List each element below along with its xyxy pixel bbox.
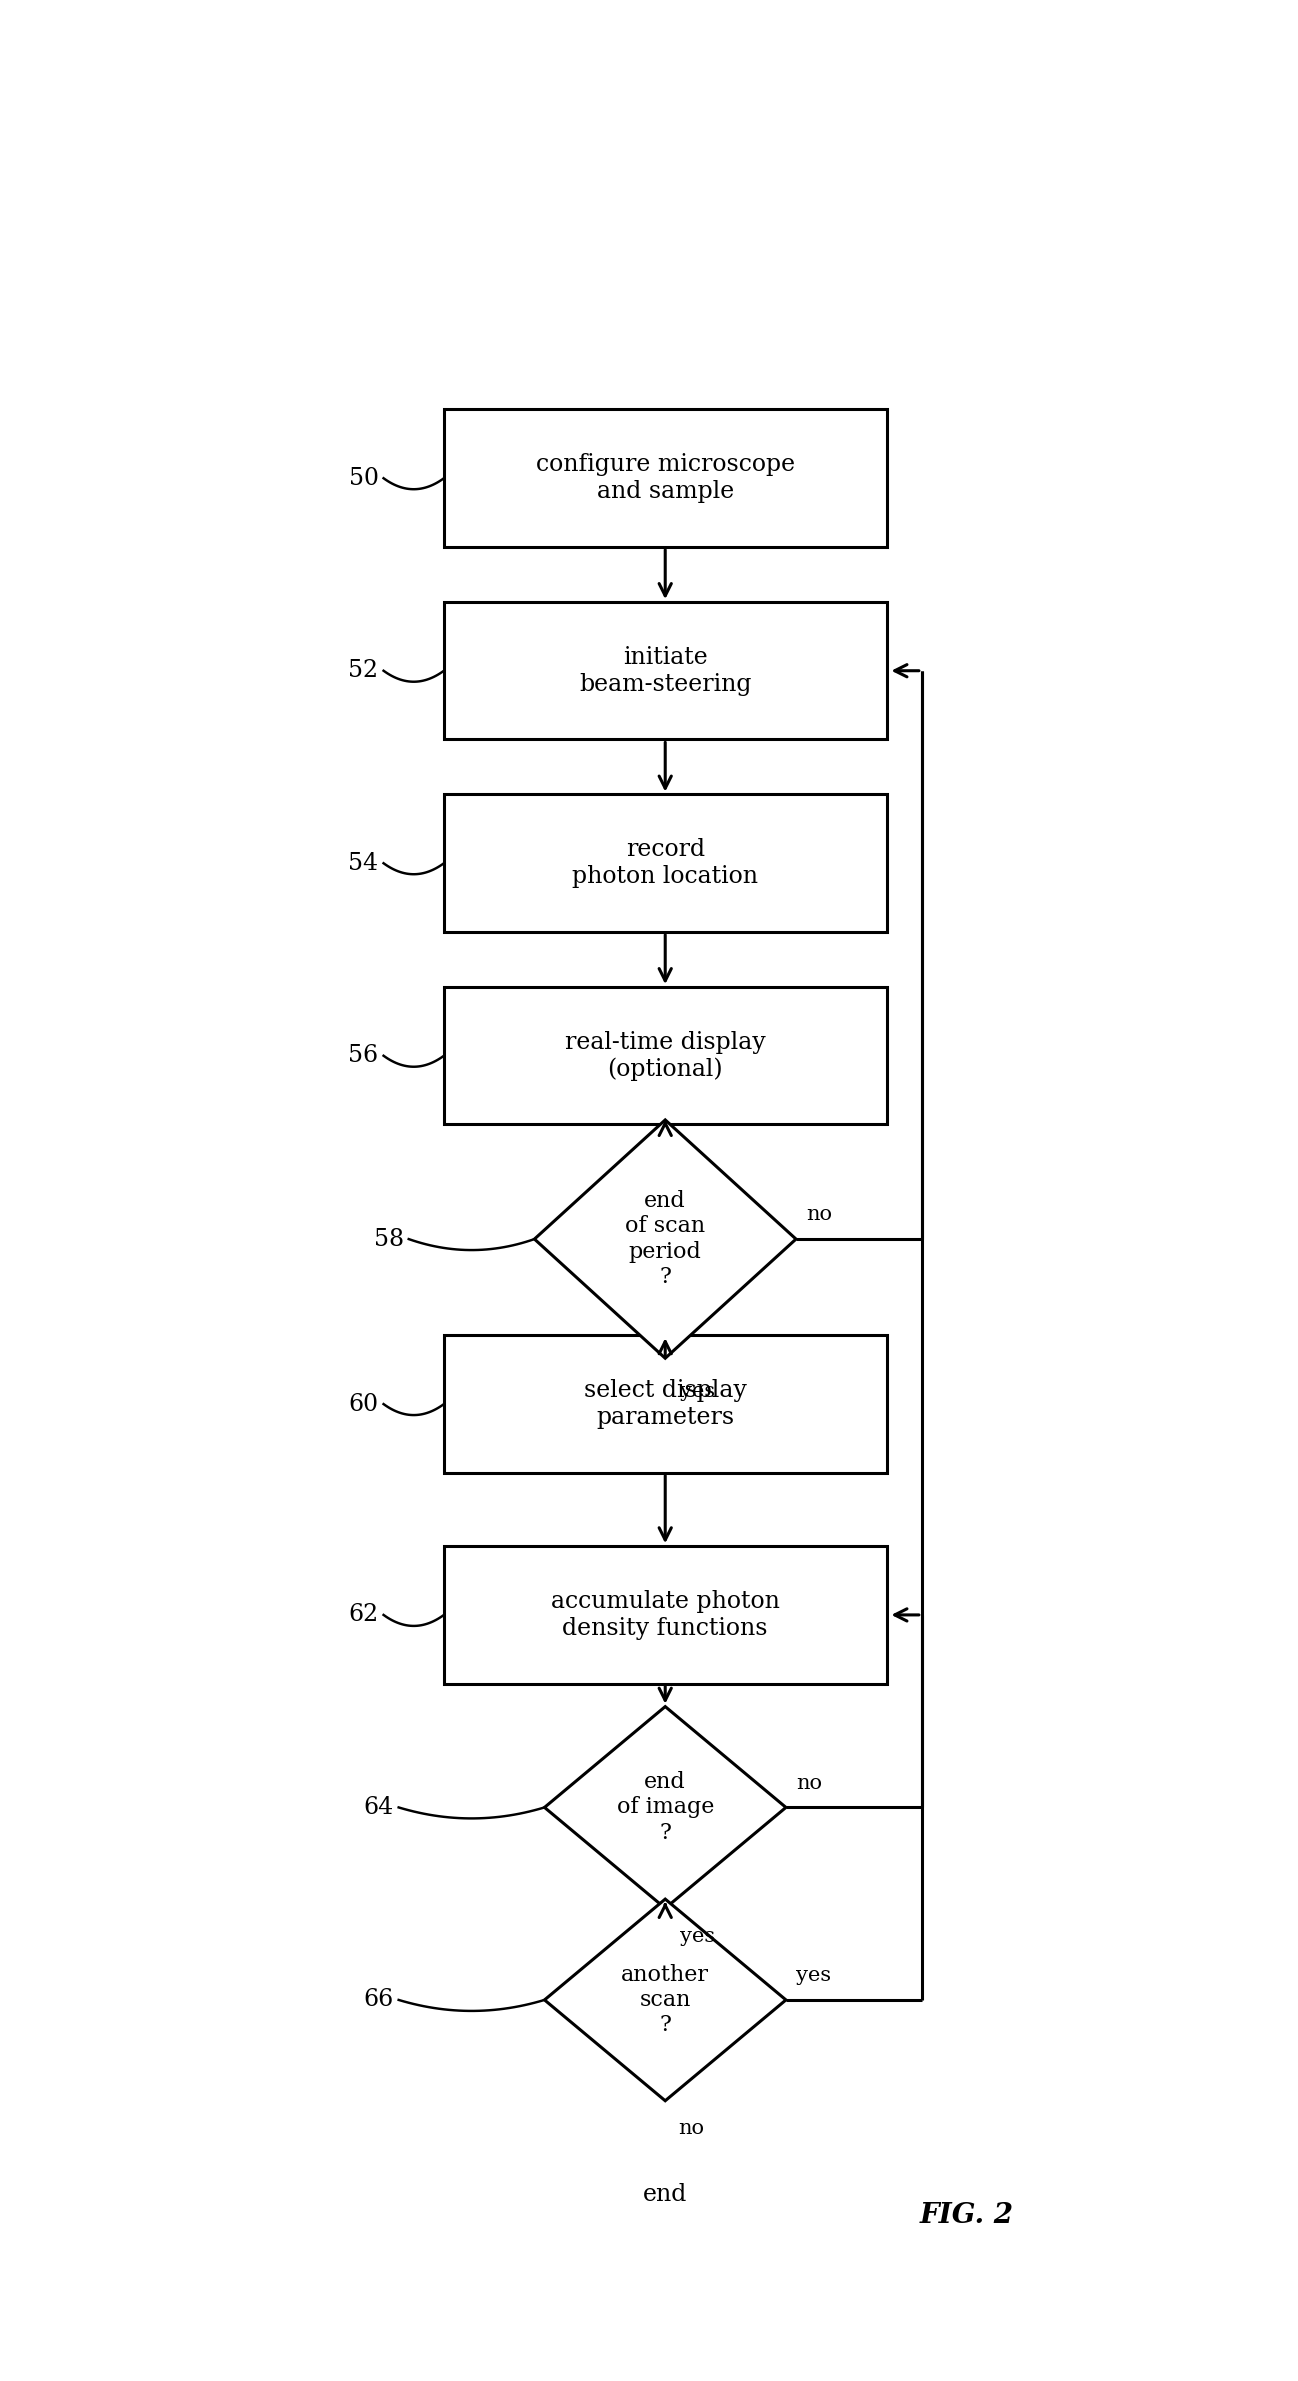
FancyBboxPatch shape: [444, 988, 887, 1124]
FancyBboxPatch shape: [444, 602, 887, 740]
Text: end
of scan
period
?: end of scan period ?: [626, 1190, 705, 1288]
Text: 58: 58: [374, 1229, 404, 1250]
Text: yes: yes: [680, 1381, 715, 1400]
FancyBboxPatch shape: [444, 795, 887, 931]
Text: record
photon location: record photon location: [572, 838, 758, 888]
Text: 66: 66: [363, 1988, 393, 2012]
Text: real-time display
(optional): real-time display (optional): [565, 1031, 766, 1081]
Text: FIG. 2: FIG. 2: [920, 2202, 1014, 2229]
FancyBboxPatch shape: [444, 1336, 887, 1474]
Text: another
scan
?: another scan ?: [622, 1964, 709, 2036]
Polygon shape: [535, 1119, 796, 1357]
Text: initiate
beam-steering: initiate beam-steering: [579, 645, 752, 695]
Text: end
of image
?: end of image ?: [617, 1771, 714, 1843]
Polygon shape: [545, 1900, 787, 2100]
Text: yes: yes: [796, 1967, 831, 1986]
Polygon shape: [545, 1707, 787, 1907]
Text: select display
parameters: select display parameters: [584, 1379, 746, 1429]
Text: accumulate photon
density functions: accumulate photon density functions: [550, 1591, 780, 1641]
Text: 52: 52: [348, 660, 379, 683]
Text: 64: 64: [363, 1795, 393, 1819]
Text: 56: 56: [348, 1045, 379, 1067]
Text: no: no: [806, 1205, 832, 1224]
Text: end: end: [643, 2183, 688, 2207]
Text: no: no: [796, 1774, 822, 1793]
Text: 50: 50: [349, 467, 379, 490]
FancyBboxPatch shape: [444, 410, 887, 548]
Text: 62: 62: [348, 1602, 379, 1626]
Text: 60: 60: [348, 1393, 379, 1417]
Text: 54: 54: [348, 852, 379, 874]
FancyBboxPatch shape: [444, 1545, 887, 1683]
Text: configure microscope
and sample: configure microscope and sample: [536, 452, 794, 502]
Text: no: no: [679, 2119, 705, 2138]
Text: yes: yes: [680, 1926, 715, 1945]
